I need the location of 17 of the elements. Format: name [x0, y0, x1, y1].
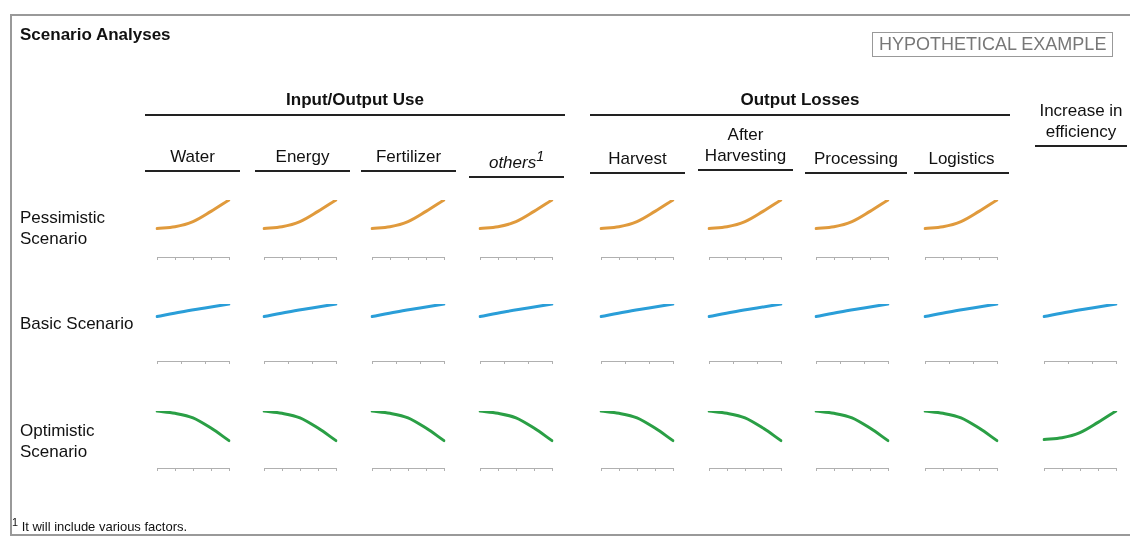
- text: others$^{1}$: [469, 146, 564, 178]
- text: Harvest: [590, 148, 685, 174]
- text: Scenario Analyses: [20, 24, 171, 45]
- text: Increase in efficiency: [1035, 100, 1127, 147]
- text: Energy: [255, 146, 350, 172]
- text: Basic Scenario: [20, 313, 135, 334]
- text: HYPOTHETICAL EXAMPLE: [872, 32, 1114, 57]
- text: Output Losses: [590, 89, 1010, 116]
- text: Pessimistic Scenario: [20, 207, 106, 249]
- text: After Harvesting: [698, 124, 793, 171]
- text: Logistics: [914, 148, 1009, 174]
- text: Water: [145, 146, 240, 172]
- text: Processing: [805, 148, 907, 174]
- text: Fertilizer: [361, 146, 456, 172]
- text: $^{1}$ It will include various factors.: [12, 515, 189, 537]
- text: Optimistic Scenario: [20, 420, 96, 462]
- text: Input/Output Use: [145, 89, 565, 116]
